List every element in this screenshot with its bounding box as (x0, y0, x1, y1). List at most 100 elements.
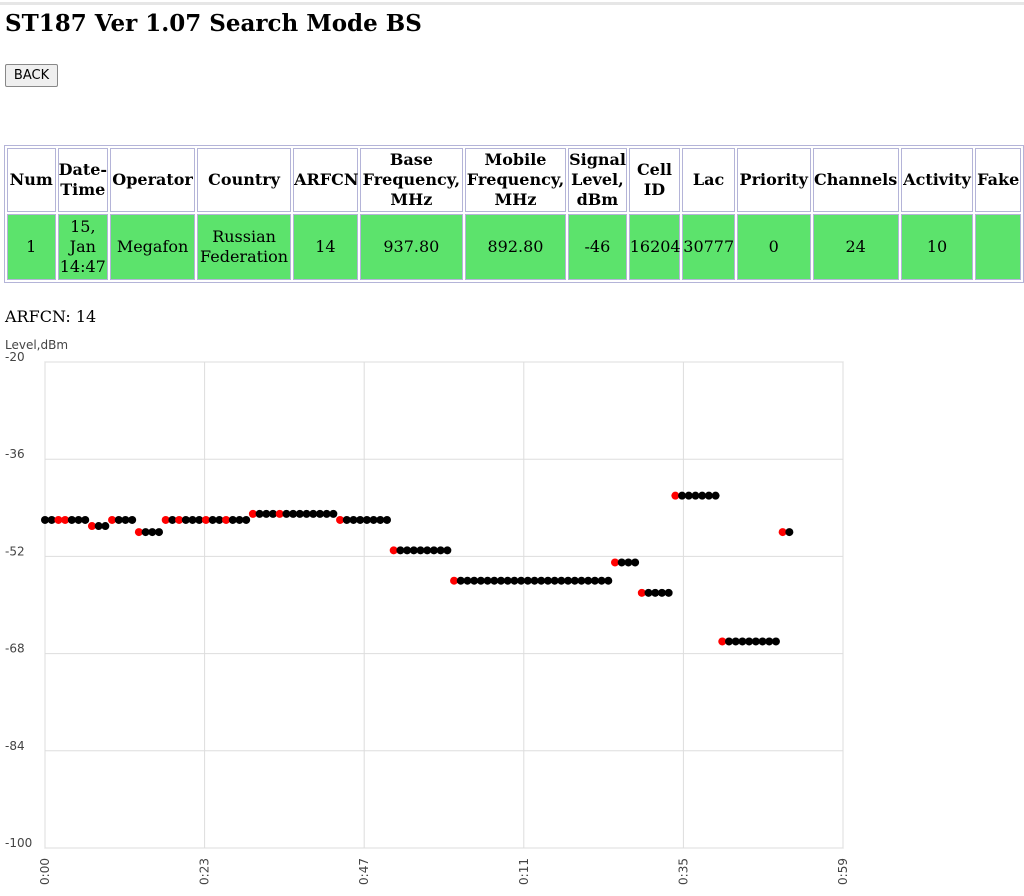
data-point (450, 576, 459, 585)
header-cell: Channels (812, 148, 899, 212)
data-point (497, 576, 505, 585)
data-point (141, 528, 150, 537)
data-point (376, 515, 385, 524)
header-cell: Num (7, 148, 56, 212)
data-point (41, 515, 49, 524)
data-point (523, 576, 532, 585)
table-cell: Russian Federation (197, 214, 292, 280)
data-point (329, 509, 338, 518)
data-point (228, 515, 237, 524)
data-point (456, 576, 465, 585)
data-point (423, 546, 432, 555)
data-point (295, 509, 304, 518)
data-point (315, 509, 324, 518)
table-row: 1 15, Jan 14:47 Megafon Russian Federation 1… (7, 214, 1021, 280)
header-cell: Base Frequency, MHz (359, 148, 463, 212)
data-point (476, 576, 485, 585)
x-tick-label: 0:11 (517, 858, 531, 885)
data-point (396, 546, 405, 555)
data-point (597, 576, 606, 585)
data-point (631, 558, 640, 567)
data-point (590, 576, 599, 585)
data-point (778, 528, 787, 537)
data-point (510, 576, 519, 585)
data-point (678, 491, 687, 500)
data-point (342, 515, 351, 524)
data-point (651, 588, 660, 597)
data-point (195, 515, 204, 524)
back-button[interactable]: BACK (5, 64, 58, 87)
data-point (503, 576, 512, 585)
header-cell: Mobile Frequency, MHz (464, 148, 567, 212)
data-point (275, 509, 284, 518)
data-point (74, 515, 83, 524)
data-point (517, 576, 526, 585)
y-tick-label: -36 (5, 447, 25, 461)
data-point (443, 546, 452, 555)
x-tick-label: 0:00 (38, 858, 52, 885)
y-tick-label: -100 (5, 836, 32, 850)
data-point (564, 576, 573, 585)
data-point (463, 576, 472, 585)
data-point (101, 522, 110, 531)
data-point (134, 528, 143, 537)
data-point (537, 576, 546, 585)
data-point (81, 515, 90, 524)
data-point (349, 515, 358, 524)
data-point (711, 491, 720, 500)
data-point (255, 509, 264, 518)
data-point (403, 546, 412, 555)
data-point (557, 576, 566, 585)
data-point (302, 509, 311, 518)
y-tick-label: -52 (5, 544, 25, 558)
data-point (114, 515, 123, 524)
data-point (624, 558, 633, 567)
data-point (356, 515, 365, 524)
data-point (483, 576, 492, 585)
plot-area (44, 361, 844, 849)
header-cell: ARFCN (293, 148, 359, 212)
data-point (731, 637, 740, 646)
data-point (269, 509, 277, 518)
data-point (121, 515, 130, 524)
table-cell: 24 (812, 214, 899, 280)
x-tick-label: 0:35 (676, 858, 690, 885)
data-point (429, 546, 438, 555)
data-point (242, 515, 251, 524)
data-point (416, 546, 425, 555)
data-point (47, 515, 56, 524)
y-axis-label: Level,dBm (5, 338, 68, 352)
x-tick-label: 0:47 (357, 858, 371, 885)
data-point (758, 637, 767, 646)
data-point (289, 509, 298, 518)
data-point (168, 515, 177, 524)
data-point (738, 637, 747, 646)
data-point (215, 515, 224, 524)
data-point (262, 509, 271, 518)
data-point (550, 576, 559, 585)
header-cell: Operator (110, 148, 196, 212)
data-point (369, 515, 378, 524)
data-point (208, 515, 217, 524)
table-cell: 14 (293, 214, 358, 280)
data-point (611, 558, 619, 567)
data-point (188, 515, 197, 524)
data-point (222, 515, 231, 524)
table-cell: 937.80 (359, 214, 463, 280)
data-point (148, 528, 157, 537)
table-cell: 0 (736, 214, 811, 280)
data-point (362, 515, 371, 524)
data-point (637, 588, 646, 597)
x-tick-label: 0:23 (198, 858, 212, 885)
data-point (436, 546, 445, 555)
data-point (617, 558, 626, 567)
table-cell: Megafon (110, 214, 196, 280)
data-point (570, 576, 579, 585)
data-point (155, 528, 163, 537)
header-cell: Country (197, 148, 292, 212)
header-cell: Lac (682, 148, 735, 212)
data-point (490, 576, 499, 585)
data-point (765, 637, 774, 646)
